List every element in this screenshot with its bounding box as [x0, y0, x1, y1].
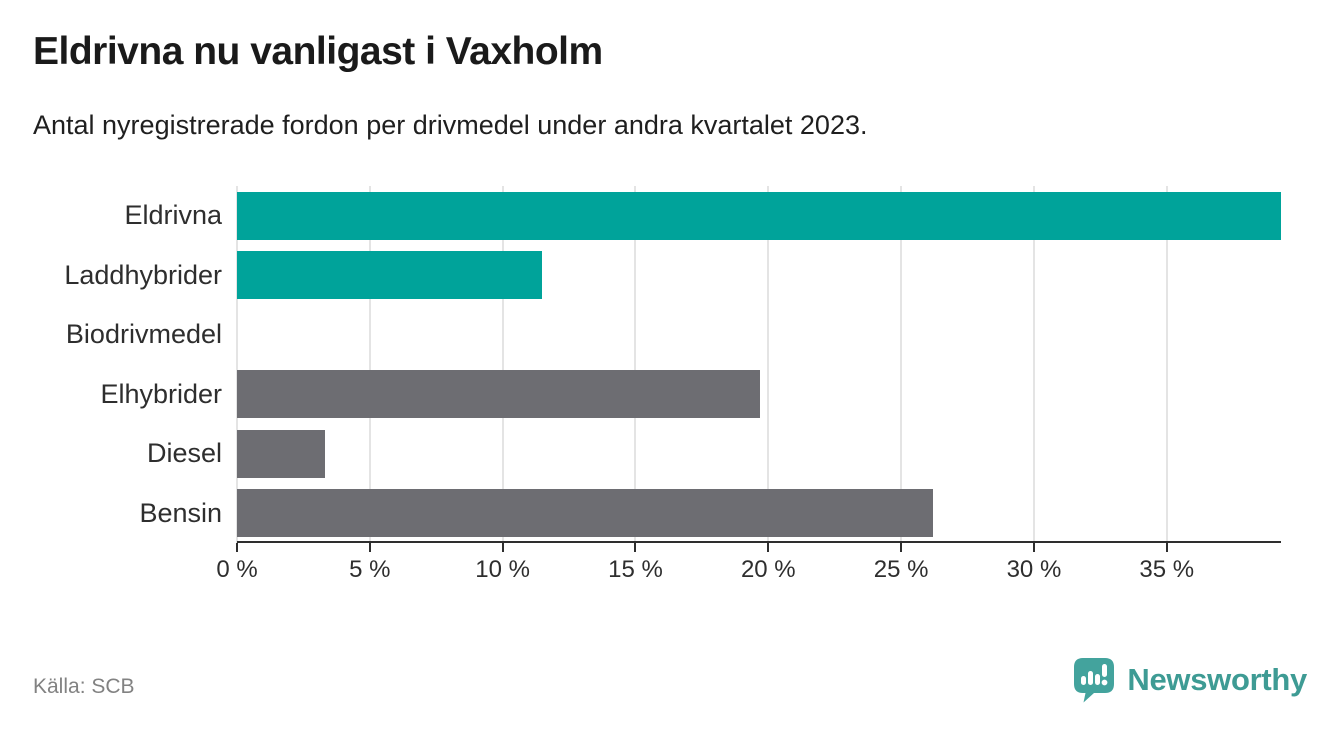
x-tick-mark	[767, 543, 770, 552]
newsworthy-logo-icon	[1072, 656, 1116, 704]
x-tick-mark	[236, 543, 238, 552]
y-axis-label-laddhybrider: Laddhybrider	[64, 259, 222, 290]
y-axis-label-diesel: Diesel	[146, 438, 222, 469]
x-tick-mark	[501, 543, 504, 552]
y-axis-label-elhybrider: Elhybrider	[100, 378, 222, 409]
bar-eldrivna	[237, 191, 1281, 240]
x-tick-label: 35 %	[1139, 556, 1195, 583]
gridline	[1165, 186, 1168, 543]
x-tick-mark	[368, 543, 371, 552]
gridline	[236, 186, 238, 543]
x-tick-label: 10 %	[475, 556, 530, 583]
y-axis-label-biodrivmedel: Biodrivmedel	[65, 319, 222, 350]
source-attribution: Källa: SCB	[33, 675, 135, 698]
x-axis-line	[237, 541, 1281, 543]
x-tick-label: 20 %	[740, 556, 796, 583]
gridline	[900, 186, 903, 543]
y-axis-label-eldrivna: Eldrivna	[124, 200, 222, 231]
x-tick-label: 30 %	[1006, 556, 1062, 583]
gridline	[634, 186, 637, 543]
y-axis-labels: Eldrivna Laddhybrider Biodrivmedel Elhyb…	[0, 186, 222, 543]
chart-subtitle: Antal nyregistrerade fordon per drivmede…	[33, 110, 868, 140]
bar-elhybrider	[237, 370, 761, 419]
gridline	[767, 186, 770, 543]
newsworthy-brand: Newsworthy	[1072, 656, 1307, 704]
plot-area	[236, 186, 1281, 543]
x-tick-label: 15 %	[608, 556, 663, 583]
x-tick-label: 5 %	[349, 556, 391, 583]
x-tick-label: 0 %	[216, 556, 258, 583]
bar-bensin	[237, 489, 933, 538]
gridline	[501, 186, 504, 543]
brand-name: Newsworthy	[1127, 662, 1307, 697]
x-tick-mark	[1032, 543, 1035, 552]
bar-laddhybrider	[237, 251, 543, 300]
x-axis-ticks: 0 % 5 % 10 % 15 % 20 % 25 % 30 % 35 %	[216, 543, 1281, 593]
bar-diesel	[237, 429, 325, 478]
gridline	[368, 186, 371, 543]
speech-bubble-shape	[1074, 658, 1115, 703]
gridline	[1032, 186, 1035, 543]
x-tick-label: 25 %	[873, 556, 929, 583]
x-tick-mark	[900, 543, 903, 552]
chart-title: Eldrivna nu vanligast i Vaxholm	[33, 30, 603, 73]
x-tick-mark	[634, 543, 637, 552]
x-tick-mark	[1165, 543, 1168, 552]
y-axis-label-bensin: Bensin	[139, 497, 222, 528]
